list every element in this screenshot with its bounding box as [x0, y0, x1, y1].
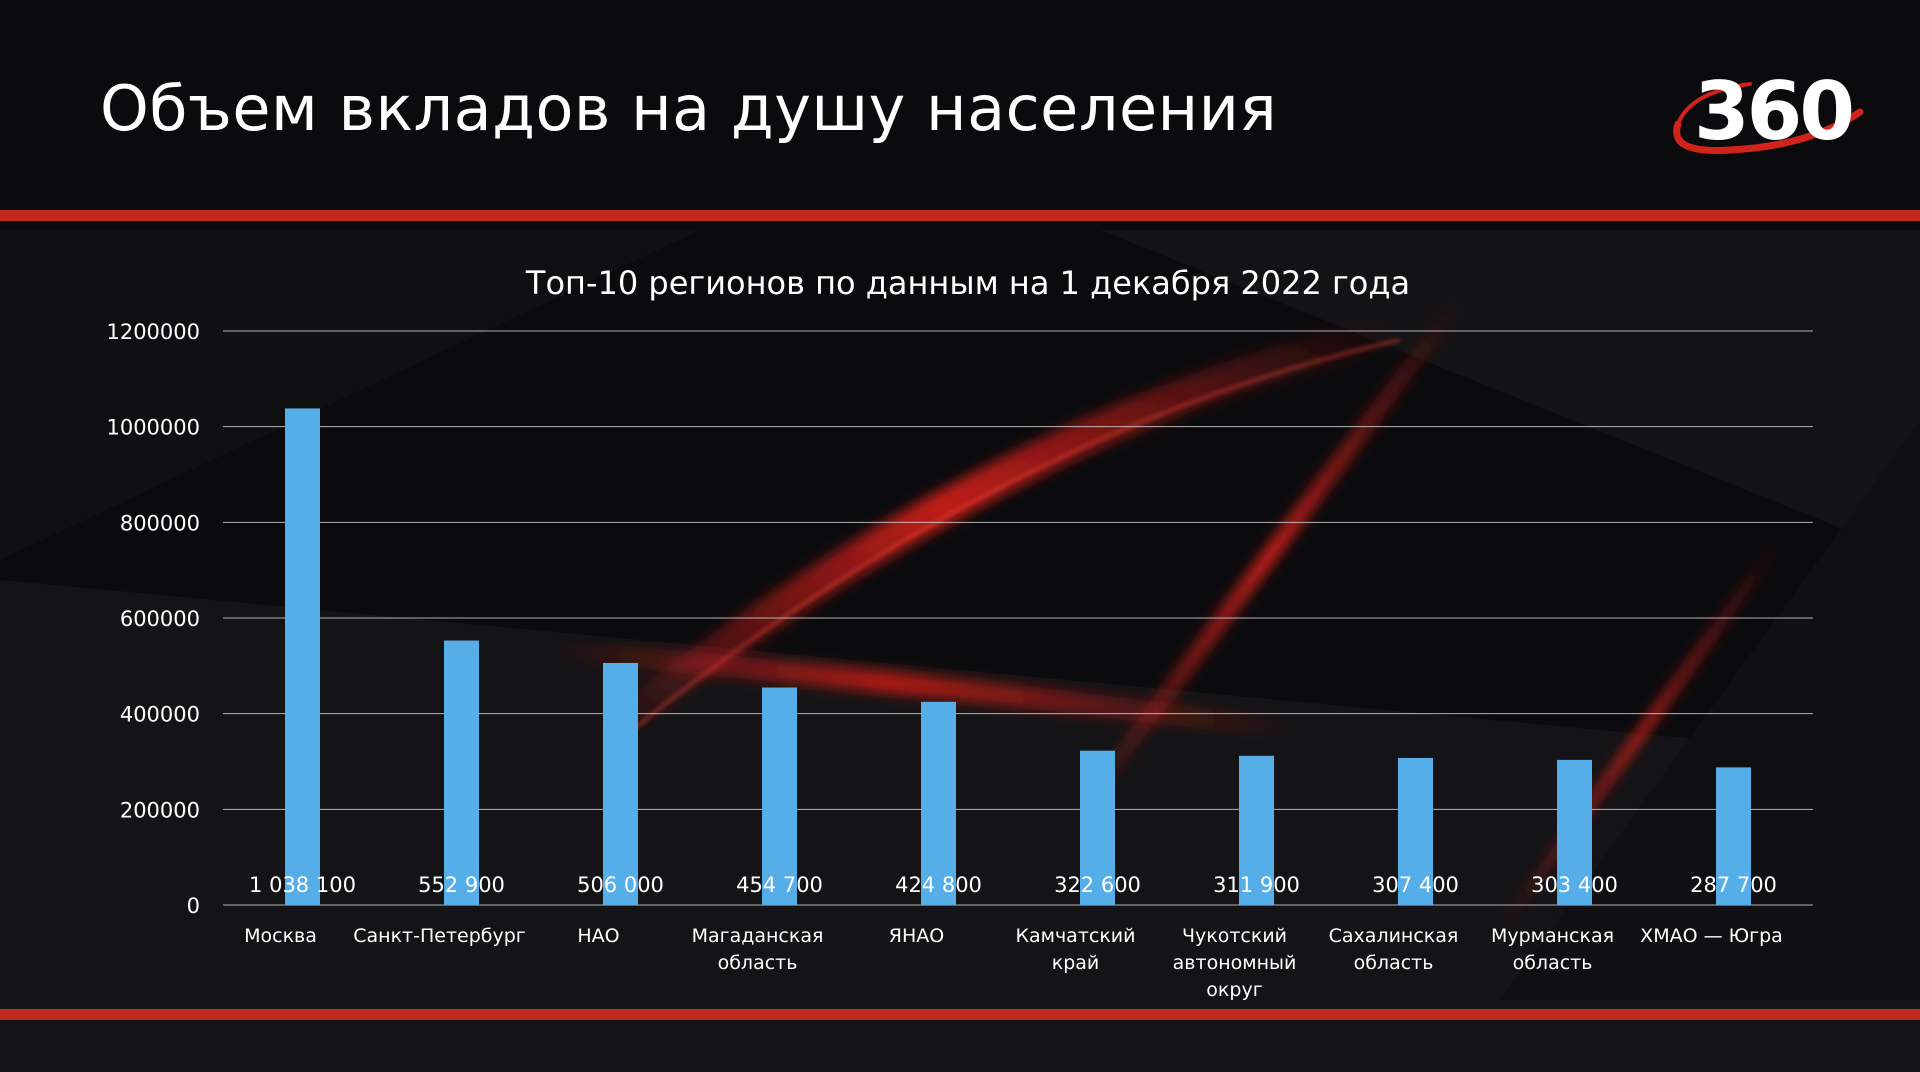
bar: [1080, 750, 1115, 905]
gridlines: [223, 330, 1813, 906]
x-tick-label: ЯНАО: [889, 925, 944, 947]
bars: [285, 408, 1751, 905]
y-tick-label: 600000: [120, 607, 200, 631]
y-tick-label: 0: [187, 894, 200, 918]
y-tick-label: 1000000: [106, 416, 200, 440]
x-axis-categories: Москва Санкт-Петербург НАО Магаданская облас…: [244, 925, 1783, 1001]
bar: [762, 687, 797, 905]
y-tick-label: 200000: [120, 798, 200, 822]
x-tick-label: НАО: [577, 925, 619, 947]
data-label: 287 700: [1690, 873, 1777, 897]
page-title: Объем вкладов на душу населения: [100, 72, 1278, 145]
logo-swoosh-icon: [1673, 82, 1864, 154]
logo: 360: [1660, 62, 1870, 162]
y-tick-label: 1200000: [106, 320, 200, 344]
data-label: 1 038 100: [249, 873, 356, 897]
data-label: 552 900: [418, 873, 505, 897]
chart-title: Топ-10 регионов по данным на 1 декабря 2…: [525, 264, 1410, 302]
bar: [444, 640, 479, 905]
x-tick-label: ХМАО — Югра: [1640, 925, 1783, 947]
x-tick-label: Санкт-Петербург: [353, 925, 526, 947]
x-tick-label: Магаданская область: [692, 925, 824, 974]
data-labels: 1 038 100 552 900 506 000 454 700 424 800 322…: [249, 873, 1777, 897]
data-label: 454 700: [736, 873, 823, 897]
bottom-divider: [0, 1009, 1920, 1020]
x-tick-label: Чукотский автономный округ: [1173, 925, 1297, 1001]
x-tick-label: Мурманская область: [1491, 925, 1614, 974]
bar: [1557, 759, 1592, 905]
data-label: 303 400: [1531, 873, 1618, 897]
x-tick-label: Камчатский край: [1015, 925, 1135, 974]
logo-text: 360: [1694, 65, 1855, 158]
data-label: 311 900: [1213, 873, 1300, 897]
bar: [1716, 767, 1751, 905]
bar: [1398, 757, 1433, 905]
bar: [921, 701, 956, 905]
bar: [603, 662, 638, 905]
bar: [1239, 755, 1274, 905]
y-tick-label: 800000: [120, 511, 200, 535]
x-tick-label: Москва: [244, 925, 317, 947]
bar: [285, 408, 320, 905]
data-label: 506 000: [577, 873, 664, 897]
top-divider: [0, 210, 1920, 221]
y-axis-ticks: 0 200000 400000 600000 800000 1000000 1200000: [106, 320, 200, 918]
x-tick-label: Сахалинская область: [1329, 925, 1459, 974]
data-label: 322 600: [1054, 873, 1141, 897]
y-tick-label: 400000: [120, 703, 200, 727]
data-label: 307 400: [1372, 873, 1459, 897]
data-label: 424 800: [895, 873, 982, 897]
